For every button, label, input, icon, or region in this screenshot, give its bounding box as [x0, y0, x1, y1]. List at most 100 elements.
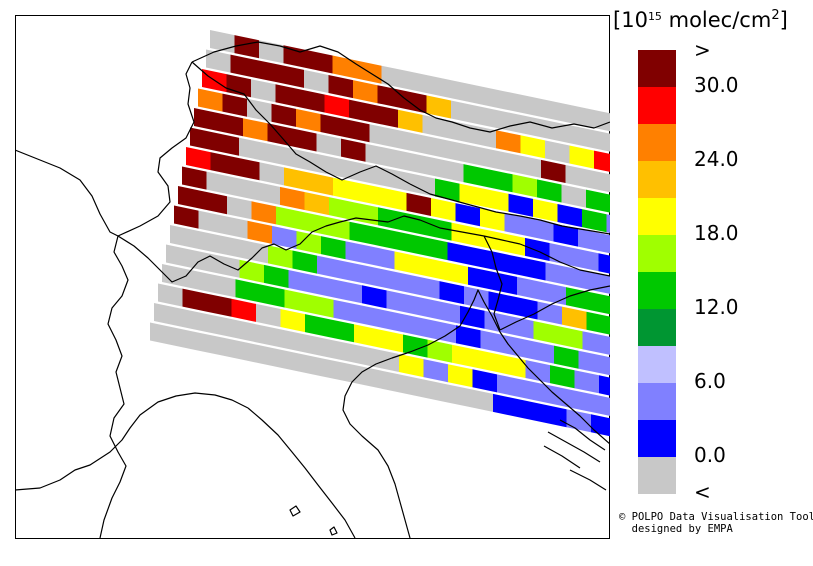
swath-pixel	[256, 303, 281, 327]
swath-pixel	[426, 95, 451, 119]
swath-pixel	[475, 105, 500, 129]
legend-swatch	[638, 198, 676, 235]
swath-pixel	[598, 253, 610, 274]
legend-swatch	[638, 420, 676, 457]
swath-pixel	[423, 359, 448, 383]
swath-pixel	[296, 108, 321, 132]
swath-pixel	[328, 75, 353, 99]
swath-pixel	[325, 216, 350, 240]
swath-pixel	[427, 339, 452, 363]
legend-label: <	[694, 480, 711, 504]
island-elba	[289, 505, 301, 517]
swath-pixel	[406, 192, 431, 216]
border-italy-slovenia	[483, 235, 503, 331]
swath-pixel	[577, 106, 602, 130]
swath-pixel	[525, 360, 550, 384]
border-slovenia-austria	[519, 243, 610, 277]
swath-pixel	[207, 293, 232, 317]
swath-pixel	[358, 304, 383, 328]
swath-pixel	[569, 145, 594, 169]
swath-pixel	[378, 329, 403, 353]
swath-pixel	[251, 79, 276, 103]
unit-base: 10	[621, 8, 648, 32]
swath-pixel	[419, 378, 444, 402]
swath-pixel	[553, 223, 578, 247]
swath-pixel	[354, 324, 379, 348]
swath-pixel	[451, 100, 476, 124]
swath-pixel	[570, 389, 595, 413]
swath-pixel	[444, 383, 469, 407]
credit-text: © POLPO Data Visualisation Tool designed…	[619, 511, 813, 535]
swath-pixel	[468, 388, 493, 412]
satellite-swath	[150, 30, 610, 437]
swath-pixel	[284, 167, 309, 191]
swath-pixel	[517, 276, 542, 300]
swath-pixel	[210, 152, 235, 176]
swath-pixel	[154, 303, 179, 327]
swath-pixel	[325, 338, 350, 362]
swath-pixel	[533, 321, 558, 345]
swath-pixel	[496, 130, 521, 154]
swath-pixel	[324, 94, 349, 118]
swath-pixel	[178, 186, 203, 210]
swath-pixel	[521, 379, 546, 403]
swath-pixel	[215, 254, 240, 278]
swath-pixel	[182, 166, 207, 190]
swath-pixel	[162, 264, 187, 288]
swath-pixel	[313, 275, 338, 299]
swath-pixel	[430, 75, 455, 99]
swath-pixel	[509, 315, 534, 339]
swath-pixel	[472, 369, 497, 393]
swath-pixel	[415, 276, 440, 300]
swath-pixel	[259, 162, 284, 186]
swath-pixel	[459, 183, 484, 207]
swath-pixel	[337, 280, 362, 304]
swath-pixel	[350, 343, 375, 367]
border-swiss-austria	[191, 61, 411, 185]
swath-pixel	[174, 327, 199, 351]
swath-pixel	[320, 114, 345, 138]
swath-pixel	[497, 374, 522, 398]
swath-pixel	[292, 128, 317, 152]
swath-pixel	[553, 101, 578, 125]
swath-pixel	[214, 132, 239, 156]
swath-pixel	[467, 144, 492, 168]
swath-pixel	[247, 220, 272, 244]
swath-pixel	[480, 208, 505, 232]
legend-label: 24.0	[694, 147, 739, 171]
swath-pixel	[422, 114, 447, 138]
swath-pixel	[198, 210, 223, 234]
swath-pixel	[414, 153, 439, 177]
swath-pixel	[312, 153, 337, 177]
swath-pixel	[373, 104, 398, 128]
swath-pixel	[297, 353, 322, 377]
credit-line-1: © POLPO Data Visualisation Tool	[619, 511, 813, 523]
swath-pixel	[516, 154, 541, 178]
swath-pixel	[321, 236, 346, 260]
swath-pixel	[357, 182, 382, 206]
swath-pixel	[590, 170, 610, 193]
legend-swatch	[638, 309, 676, 346]
swath-pixel	[260, 284, 285, 308]
legend-label: 18.0	[694, 221, 739, 245]
swath-pixel	[190, 249, 215, 273]
swath-pixel	[570, 267, 595, 291]
swath-pixel	[390, 270, 415, 294]
swath-pixel	[452, 344, 477, 368]
swath-pixel	[382, 187, 407, 211]
swath-pixel	[194, 108, 219, 132]
swath-pixel	[386, 290, 411, 314]
swath-pixel	[476, 349, 501, 373]
swath-pixel	[590, 292, 610, 315]
swath-pixel	[504, 91, 529, 115]
coastline-italy-west	[247, 407, 356, 539]
swath-pixel	[448, 364, 473, 388]
legend-label: 12.0	[694, 295, 739, 319]
swath-pixel	[239, 137, 264, 161]
swath-pixel	[586, 189, 610, 213]
swath-pixel	[410, 173, 435, 197]
swath-pixel	[272, 348, 297, 372]
swath-pixel	[464, 286, 489, 310]
legend-unit-title: [1015 molec/cm2]	[613, 8, 788, 32]
swath-pixel	[472, 247, 497, 271]
